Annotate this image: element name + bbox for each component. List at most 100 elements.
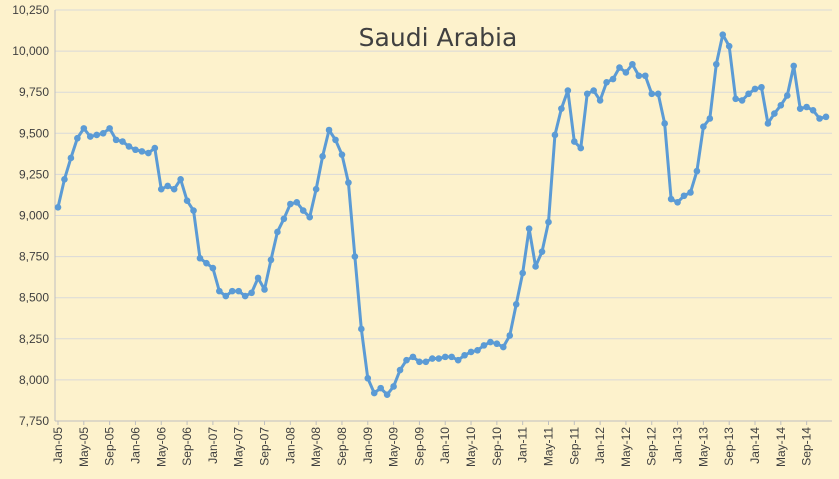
data-point	[125, 143, 133, 150]
data-point	[235, 287, 243, 295]
data-point	[351, 253, 359, 260]
data-point	[725, 42, 733, 50]
data-point	[803, 103, 810, 111]
data-point	[396, 366, 404, 374]
data-point	[700, 123, 707, 131]
data-point	[435, 355, 443, 362]
data-point	[164, 182, 172, 190]
x-tick-labels: Jan-05 May-05 Sep-05 Jan-06 May-06 Sep-06 Jan-…	[51, 421, 814, 467]
y-tick-label: 10,250	[12, 3, 49, 17]
data-point	[487, 338, 494, 346]
data-point	[248, 289, 255, 297]
x-tick-label: Sep-14	[800, 427, 814, 466]
data-point	[454, 356, 462, 364]
x-tick-label: Jan-14	[748, 427, 762, 464]
data-point	[641, 72, 649, 80]
x-tick-label: May-05	[77, 427, 91, 467]
data-point	[551, 131, 559, 139]
data-point	[293, 199, 301, 206]
x-tick-label: May-11	[541, 427, 555, 466]
x-tick-label: Sep-06	[180, 427, 194, 466]
data-point	[577, 144, 585, 152]
data-point	[751, 85, 759, 93]
data-point	[732, 95, 739, 103]
series-line	[56, 33, 827, 397]
y-tick-label: 10,000	[12, 44, 49, 58]
data-point	[687, 189, 694, 196]
data-point	[480, 342, 488, 349]
x-tick-label: Jan-10	[438, 427, 452, 464]
x-tick-label: Sep-08	[335, 427, 349, 466]
data-point	[796, 105, 804, 112]
data-point	[816, 115, 823, 122]
data-point	[267, 256, 275, 264]
data-point	[409, 353, 417, 361]
data-point	[254, 274, 262, 282]
data-point	[345, 179, 352, 186]
data-point	[112, 136, 120, 144]
data-point	[422, 358, 430, 366]
data-point	[448, 353, 455, 361]
data-point	[771, 110, 778, 117]
data-point	[429, 355, 436, 362]
data-point	[583, 90, 591, 98]
data-point	[783, 92, 791, 99]
data-point	[616, 64, 623, 71]
data-point	[157, 185, 165, 193]
data-point	[661, 120, 668, 127]
data-point	[228, 287, 236, 295]
data-point	[319, 153, 326, 160]
data-point	[287, 200, 294, 208]
data-point	[358, 325, 365, 333]
y-tick-label: 8,250	[19, 332, 49, 346]
data-point	[693, 167, 701, 175]
data-point	[538, 248, 546, 255]
data-point	[764, 120, 772, 127]
data-point	[170, 185, 178, 193]
data-point	[506, 332, 514, 339]
data-point	[512, 300, 520, 308]
y-tick-labels: 7,750 8,000 8,250 8,500 8,750 9,000 9,250 9,500…	[12, 3, 49, 428]
data-point	[609, 75, 617, 83]
x-tick-label: Sep-09	[412, 427, 426, 466]
data-point	[706, 115, 714, 122]
data-point	[209, 264, 217, 272]
data-point	[667, 195, 675, 203]
y-tick-label: 9,750	[19, 85, 49, 99]
data-point	[493, 340, 501, 348]
data-point	[86, 133, 94, 140]
data-point	[190, 207, 197, 214]
data-point	[441, 353, 449, 361]
x-tick-label: Jan-08	[283, 427, 297, 464]
data-point	[67, 154, 75, 162]
data-point	[777, 102, 785, 109]
data-point	[558, 105, 565, 112]
data-point	[635, 72, 643, 80]
x-tick-label: Jan-09	[361, 427, 375, 464]
data-point	[216, 287, 223, 295]
data-point	[370, 389, 378, 397]
data-point	[603, 79, 610, 86]
data-point	[132, 146, 139, 154]
y-tick-label: 8,750	[19, 250, 49, 264]
x-tick-label: May-09	[387, 427, 401, 467]
data-point	[474, 347, 481, 354]
axes	[54, 10, 832, 422]
data-point	[299, 207, 307, 214]
data-point	[99, 130, 107, 137]
x-tick-label: May-12	[619, 427, 633, 467]
data-point	[196, 254, 204, 262]
data-point	[532, 263, 539, 270]
data-point	[151, 144, 159, 152]
data-point	[467, 348, 475, 356]
data-point	[377, 384, 384, 392]
data-point	[54, 203, 62, 211]
data-point	[119, 138, 126, 145]
series-saudi-arabia	[54, 31, 830, 399]
y-tick-label: 8,500	[19, 291, 49, 305]
gridlines	[55, 9, 832, 381]
data-point	[312, 185, 320, 193]
data-point	[571, 138, 578, 145]
